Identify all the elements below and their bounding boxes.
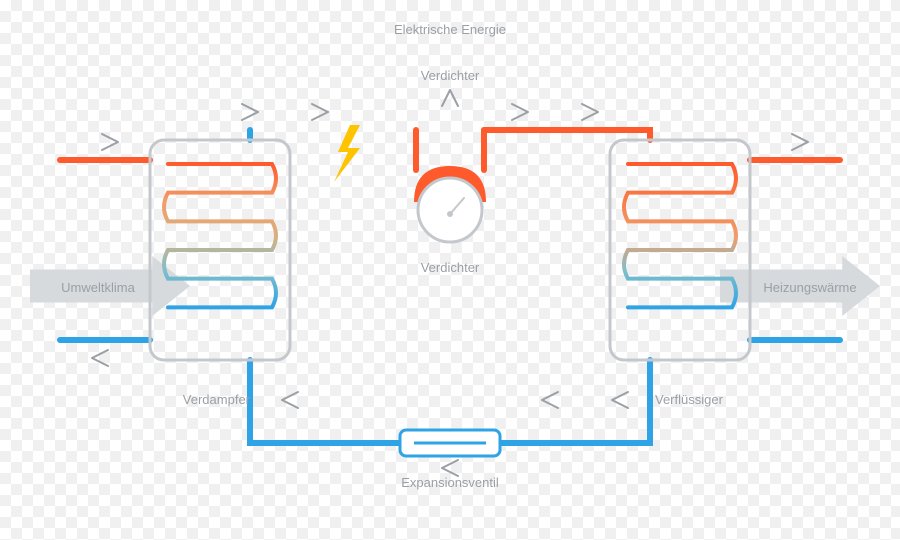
- condenser-label: Verflüssiger: [655, 392, 775, 407]
- flow-arrow: [792, 134, 808, 150]
- flow-arrow: [102, 134, 118, 150]
- flow-arrow: [442, 460, 458, 476]
- compressor-below-label: Verdichter: [395, 260, 505, 275]
- flow-arrow: [312, 104, 328, 120]
- flow-arrow: [442, 90, 458, 106]
- compressor-top-label: Verdichter: [395, 68, 505, 83]
- flow-arrow: [512, 104, 528, 120]
- condenser-box-coil: [624, 164, 736, 307]
- lightning-icon: [334, 125, 360, 182]
- left-input-label: Umweltklima: [38, 280, 158, 295]
- flow-arrow: [582, 104, 598, 120]
- evaporator-label: Verdampfer: [130, 392, 250, 407]
- title-label: Elektrische Energie: [350, 22, 550, 37]
- flow-arrow: [282, 392, 298, 408]
- pipe-valve-to-evap: [250, 360, 400, 443]
- flow-arrow: [542, 392, 558, 408]
- flow-arrow: [612, 392, 628, 408]
- right-output-label: Heizungswärme: [740, 280, 880, 295]
- pipe-cond-to-valve: [500, 360, 650, 443]
- compressor-body: [418, 178, 482, 242]
- flow-arrow: [92, 350, 108, 366]
- flow-arrow: [242, 104, 258, 120]
- expansion-label: Expansionsventil: [370, 475, 530, 490]
